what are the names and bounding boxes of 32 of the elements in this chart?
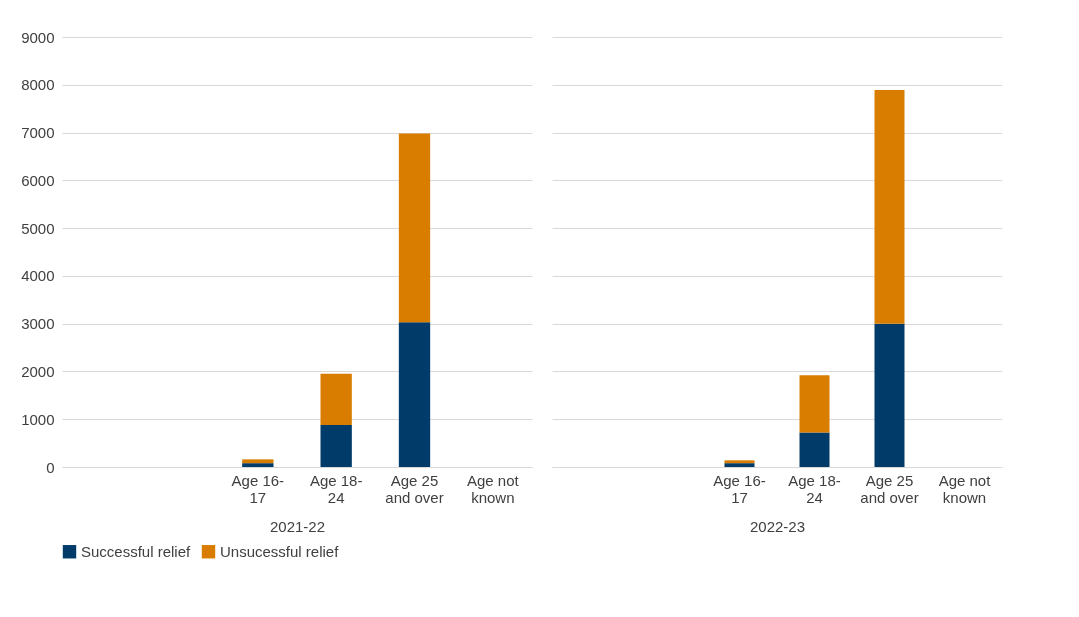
x-tick-label: Age 18-24	[309, 471, 363, 506]
x-tick-label: Age not known	[938, 471, 992, 506]
bar	[874, 323, 905, 467]
bar	[398, 322, 431, 467]
bar	[874, 90, 905, 324]
x-tick-label: Age 25 and over	[385, 471, 444, 506]
y-tick-label: 4000	[21, 267, 55, 285]
x-tick-label: Age 16-17	[231, 471, 285, 506]
bar	[398, 133, 431, 323]
x-axis-title: 2021-22	[269, 517, 326, 535]
y-tick-label: 7000	[21, 124, 55, 142]
y-tick-label: 2000	[21, 362, 55, 380]
bar	[799, 375, 830, 433]
x-tick-label: Age 25 and over	[860, 471, 919, 506]
y-tick-label: 3000	[21, 315, 55, 333]
legend-label: Unsucessful relief	[220, 542, 340, 560]
y-tick-label: 9000	[21, 28, 55, 46]
bar	[320, 424, 352, 467]
bar	[242, 463, 274, 467]
y-tick-label: 0	[46, 458, 55, 476]
y-tick-label: 5000	[21, 219, 55, 237]
x-axis-title: 2022-23	[749, 517, 806, 535]
x-tick-label: Age not known	[466, 471, 520, 506]
legend-label: Successful relief	[81, 542, 192, 560]
x-tick-label: Age 16-17	[713, 471, 766, 506]
y-tick-label: 1000	[21, 410, 55, 428]
bar	[799, 432, 830, 467]
bar	[242, 459, 274, 464]
x-tick-label: Age 18-24	[788, 471, 841, 506]
y-tick-label: 8000	[21, 76, 55, 94]
bar	[320, 373, 352, 425]
y-tick-label: 6000	[21, 171, 55, 189]
